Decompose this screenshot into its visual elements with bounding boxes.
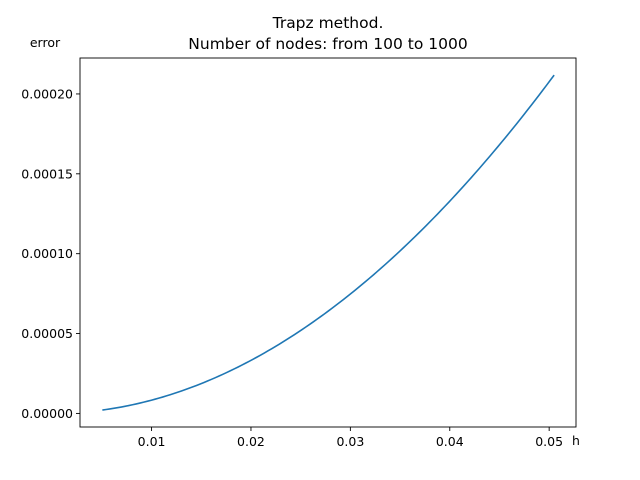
y-axis-label: error xyxy=(30,35,61,50)
y-tick-label: 0.00005 xyxy=(21,326,73,341)
plot-area: 0.01 0.02 0.03 0.04 0.05 0.00000 0.00005 0.0001… xyxy=(21,57,577,449)
chart-title-line1: Trapz method. xyxy=(272,14,384,32)
y-tick-label: 0.00020 xyxy=(21,86,73,101)
x-tick-label: 0.05 xyxy=(535,434,563,449)
y-tick-label: 0.00010 xyxy=(21,246,73,261)
chart-title-line2: Number of nodes: from 100 to 1000 xyxy=(188,35,467,53)
x-tick-label: 0.01 xyxy=(138,434,166,449)
x-tick-label: 0.02 xyxy=(237,434,265,449)
y-tick-label: 0.00015 xyxy=(21,166,73,181)
axes-frame xyxy=(79,57,577,428)
y-tick-label: 0.00000 xyxy=(21,406,73,421)
x-axis-label: h xyxy=(572,433,580,448)
series-line-0 xyxy=(102,74,555,411)
x-tick-label: 0.04 xyxy=(436,434,464,449)
x-tick-label: 0.03 xyxy=(336,434,364,449)
